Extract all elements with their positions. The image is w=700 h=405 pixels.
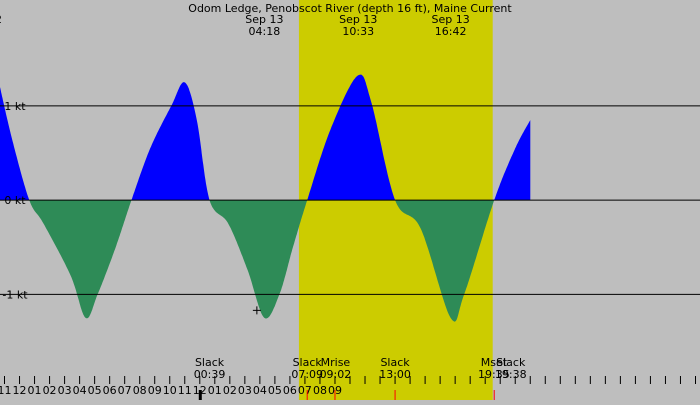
- gridline-label-neg1: -1 kt: [2, 288, 28, 301]
- midnight-marker: [198, 390, 202, 400]
- top-date-label-1: Sep 13: [339, 13, 377, 26]
- event-name-5: Slack: [496, 356, 526, 369]
- hour-tick-label-19: 06: [283, 384, 297, 397]
- hour-tick-label-0: 11: [0, 384, 12, 397]
- hour-tick-label-1: 12: [13, 384, 27, 397]
- hour-tick-label-4: 03: [58, 384, 72, 397]
- flood-area-2: [131, 82, 210, 201]
- flood-area-4: [307, 74, 396, 201]
- ebb-area-5: [395, 200, 495, 322]
- event-time-3: 13:00: [379, 368, 411, 381]
- event-name-4: Mset: [481, 356, 508, 369]
- hour-tick-label-10: 09: [148, 384, 162, 397]
- hour-tick-label-20: 07: [298, 384, 312, 397]
- hour-tick-label-9: 08: [133, 384, 147, 397]
- event-time-4: 19:35: [478, 368, 510, 381]
- chart-title: Odom Ledge, Penobscot River (depth 16 ft…: [188, 2, 512, 15]
- event-time-1: 07:09: [291, 368, 323, 381]
- ebb-area-1: [29, 200, 132, 319]
- hour-tick-label-15: 02: [223, 384, 237, 397]
- top-edge-label: 2: [0, 13, 2, 26]
- hour-tick-label-2: 01: [28, 384, 42, 397]
- hour-tick-label-11: 10: [163, 384, 177, 397]
- gridline-layer: 1 kt 0 kt -1 kt: [0, 100, 700, 301]
- top-time-label-1: 10:33: [342, 25, 374, 38]
- event-name-2: Mrise: [321, 356, 351, 369]
- event-time-2: 09:02: [320, 368, 352, 381]
- top-date-label-2: Sep 13: [432, 13, 470, 26]
- hour-tick-label-7: 06: [103, 384, 117, 397]
- ebb-area-3: [209, 200, 308, 319]
- hour-tick-label-16: 03: [238, 384, 252, 397]
- hour-tick-label-14: 01: [208, 384, 222, 397]
- flood-area-6: [494, 120, 531, 201]
- gridline-label-1: 1 kt: [4, 100, 26, 113]
- event-name-3: Slack: [380, 356, 410, 369]
- hour-tick-label-18: 05: [268, 384, 282, 397]
- hour-tick-label-3: 02: [43, 384, 57, 397]
- hour-tick-label-6: 05: [88, 384, 102, 397]
- current-area-layer: [0, 74, 531, 322]
- flood-area-0: [0, 87, 30, 201]
- hour-tick-label-21: 08: [313, 384, 327, 397]
- hour-tick-label-8: 07: [118, 384, 132, 397]
- hour-tick-label-12: 11: [178, 384, 192, 397]
- x-axis: 1112010203040506070809101112010203040506…: [0, 376, 696, 400]
- event-time-5: 19:38: [495, 368, 527, 381]
- event-name-0: Slack: [195, 356, 225, 369]
- hour-tick-label-5: 04: [73, 384, 87, 397]
- event-time-0: 00:39: [194, 368, 226, 381]
- hour-tick-label-17: 04: [253, 384, 267, 397]
- top-date-label-0: Sep 13: [245, 13, 283, 26]
- top-time-label-2: 16:42: [435, 25, 467, 38]
- top-time-label-0: 04:18: [249, 25, 281, 38]
- gridline-label-0: 0 kt: [4, 194, 26, 207]
- event-name-1: Slack: [293, 356, 323, 369]
